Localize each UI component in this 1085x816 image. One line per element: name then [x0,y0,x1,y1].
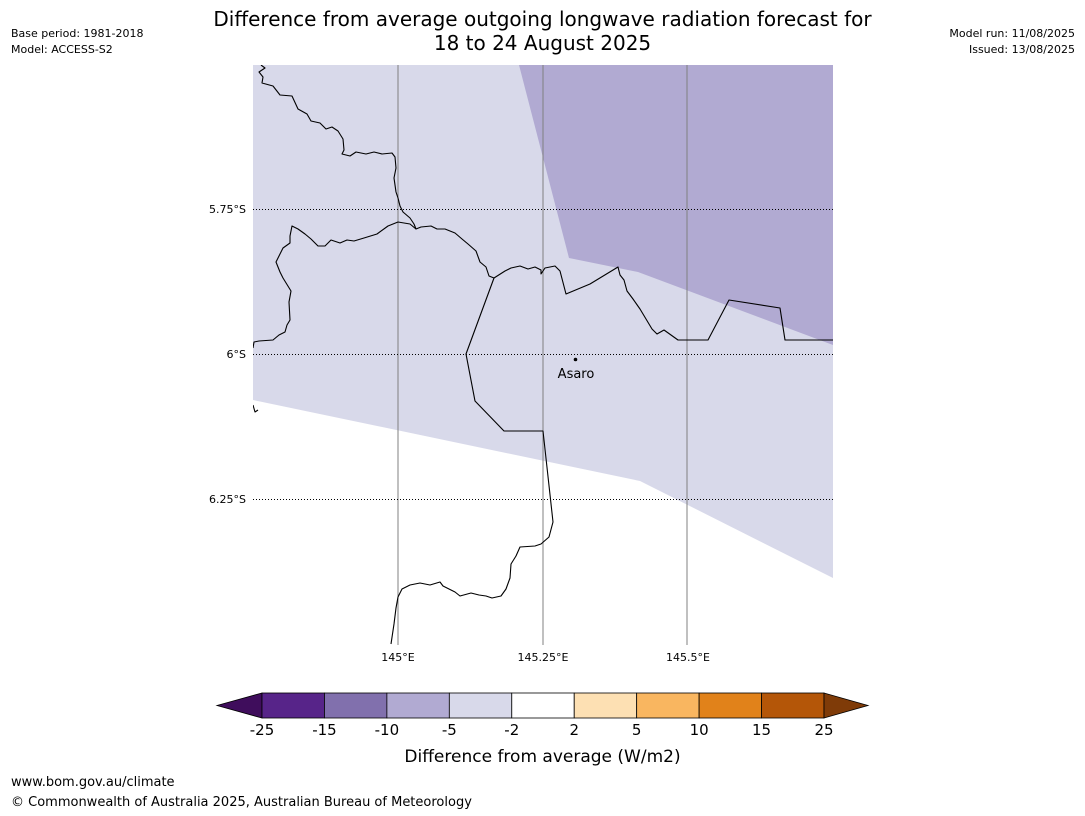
colorbar-tick-label: 5 [632,721,642,739]
colorbar-tick-label: 10 [690,721,709,739]
colorbar-segment [698,692,762,719]
meta-left: Base period: 1981-2018 Model: ACCESS-S2 [11,26,143,58]
boundary-central [390,277,554,645]
meta-right: Model run: 11/08/2025 Issued: 13/08/2025 [949,26,1075,58]
map-area: Asaro [253,65,833,645]
chart-title: Difference from average outgoing longwav… [140,7,945,55]
lon-label-145-5e: 145.5°E [666,651,710,664]
boundary-west-fragment [253,404,259,413]
colorbar-extend-high [823,692,870,719]
boundary-northwest [253,221,417,349]
colorbar-tick-label: -10 [375,721,400,739]
lat-label-6s: 6°S [227,348,246,361]
colorbar-segment [324,692,388,719]
colorbar-label: Difference from average (W/m2) [404,747,680,767]
colorbar-segment [386,692,450,719]
colorbar-segment [448,692,513,719]
colorbar-segment [261,692,325,719]
colorbar-tick-label: -5 [442,721,457,739]
colorbar-tick-label: -2 [504,721,519,739]
footer-copyright: © Commonwealth of Australia 2025, Austra… [11,795,472,810]
colorbar-segment [511,692,575,719]
colorbar-segment [636,692,700,719]
colorbar-tick-label: 15 [752,721,771,739]
model-text: Model: ACCESS-S2 [11,43,113,56]
footer-url[interactable]: www.bom.gov.au/climate [11,775,175,790]
colorbar-tick-label: 25 [814,721,833,739]
lat-label-6-25s: 6.25°S [209,493,246,506]
asaro-marker [573,357,578,362]
model-run-text: Model run: 11/08/2025 [949,27,1075,40]
lon-label-145-25e: 145.25°E [518,651,569,664]
colorbar-tick-label: -25 [250,721,275,739]
base-period-text: Base period: 1981-2018 [11,27,144,40]
boundary-north [258,65,833,341]
colorbar-tick-label: -15 [312,721,337,739]
colorbar-extend-low [215,692,263,719]
asaro-label: Asaro [558,367,595,382]
colorbar-segment [761,692,825,719]
title-line-2: 18 to 24 August 2025 [433,31,652,55]
lon-label-145e: 145°E [381,651,414,664]
colorbar-segment [573,692,638,719]
title-line-1: Difference from average outgoing longwav… [213,7,872,31]
issued-text: Issued: 13/08/2025 [968,43,1075,56]
colorbar: -25 -15 -10 -5 -2 2 5 10 15 25 [215,692,870,739]
province-boundaries [253,65,833,645]
lat-label-5-75s: 5.75°S [209,203,246,216]
anomaly-band-minus10-to-minus5 [519,65,833,345]
colorbar-tick-label: 2 [569,721,579,739]
